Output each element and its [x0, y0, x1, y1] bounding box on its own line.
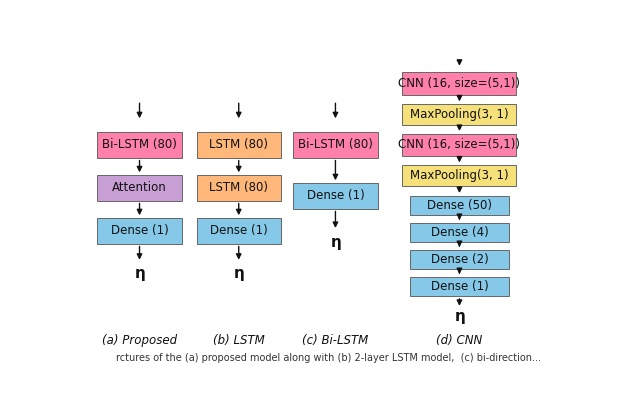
Text: Dense (4): Dense (4): [431, 226, 488, 239]
FancyBboxPatch shape: [196, 175, 281, 201]
Text: (d) CNN: (d) CNN: [436, 334, 483, 347]
FancyBboxPatch shape: [293, 132, 378, 158]
Text: Bi-LSTM (80): Bi-LSTM (80): [102, 138, 177, 152]
FancyBboxPatch shape: [97, 218, 182, 244]
Text: MaxPooling(3, 1): MaxPooling(3, 1): [410, 108, 509, 121]
FancyBboxPatch shape: [97, 132, 182, 158]
Text: LSTM (80): LSTM (80): [209, 181, 268, 195]
FancyBboxPatch shape: [196, 132, 281, 158]
FancyBboxPatch shape: [403, 166, 516, 186]
Text: (b) LSTM: (b) LSTM: [213, 334, 264, 347]
Text: LSTM (80): LSTM (80): [209, 138, 268, 152]
FancyBboxPatch shape: [410, 196, 509, 215]
Text: $\mathbf{\eta}$: $\mathbf{\eta}$: [454, 310, 465, 326]
Text: (c) Bi-LSTM: (c) Bi-LSTM: [302, 334, 369, 347]
Text: Dense (1): Dense (1): [111, 224, 168, 237]
FancyBboxPatch shape: [196, 218, 281, 244]
Text: $\mathbf{\eta}$: $\mathbf{\eta}$: [233, 267, 244, 283]
Text: Dense (1): Dense (1): [431, 280, 488, 293]
Text: (a) Proposed: (a) Proposed: [102, 334, 177, 347]
Text: CNN (16, size=(5,1)): CNN (16, size=(5,1)): [399, 77, 520, 90]
FancyBboxPatch shape: [403, 104, 516, 125]
Text: Dense (1): Dense (1): [210, 224, 268, 237]
FancyBboxPatch shape: [293, 183, 378, 209]
FancyBboxPatch shape: [410, 250, 509, 269]
Text: Bi-LSTM (80): Bi-LSTM (80): [298, 138, 373, 152]
Text: MaxPooling(3, 1): MaxPooling(3, 1): [410, 169, 509, 182]
Text: Dense (50): Dense (50): [427, 199, 492, 212]
Text: Dense (2): Dense (2): [431, 253, 488, 266]
Text: Dense (1): Dense (1): [307, 189, 364, 202]
FancyBboxPatch shape: [410, 223, 509, 242]
Text: rctures of the (a) proposed model along with (b) 2-layer LSTM model,  (c) bi-dir: rctures of the (a) proposed model along …: [115, 353, 541, 363]
Text: $\mathbf{\eta}$: $\mathbf{\eta}$: [134, 267, 145, 283]
Text: Attention: Attention: [112, 181, 167, 195]
FancyBboxPatch shape: [97, 175, 182, 201]
Text: CNN (16, size=(5,1)): CNN (16, size=(5,1)): [399, 138, 520, 152]
FancyBboxPatch shape: [403, 134, 516, 156]
FancyBboxPatch shape: [403, 72, 516, 95]
FancyBboxPatch shape: [410, 277, 509, 296]
Text: $\mathbf{\eta}$: $\mathbf{\eta}$: [330, 235, 341, 252]
